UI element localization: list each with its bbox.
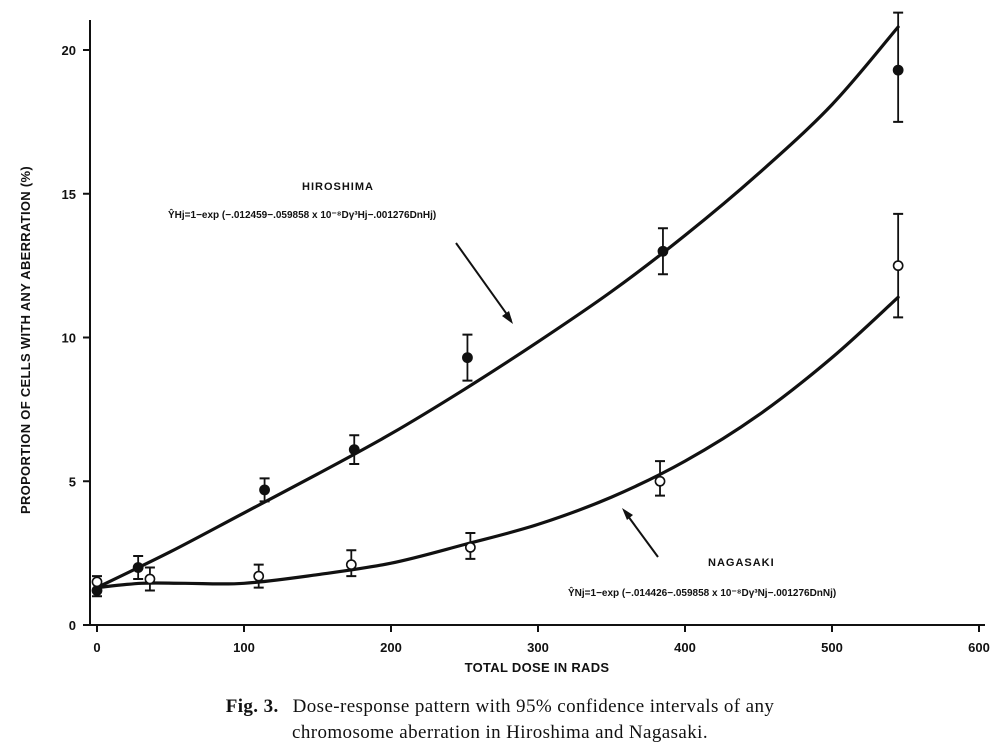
hiroshima-equation: ŶHj=1−exp (−.012459−.059858 x 10⁻⁸Dγ³Hj… [168, 208, 436, 221]
nagasaki-label: NAGASAKI [708, 557, 775, 569]
figure-number: Fig. 3. [225, 696, 279, 717]
y-tick-label: 0 [69, 618, 76, 633]
y-axis-ticks: 0 5 10 15 20 [62, 43, 90, 633]
hiroshima-arrow-head [502, 311, 513, 324]
hiroshima-fit-curve [95, 25, 900, 590]
hiroshima-data-point [348, 444, 360, 456]
hiroshima-label: HIROSHIMA [302, 181, 374, 193]
nagasaki-data-point [144, 573, 156, 585]
hiroshima-data-point [462, 352, 473, 364]
error-bars [92, 11, 904, 598]
hiroshima-data-point [657, 245, 669, 257]
y-tick-label: 5 [69, 474, 76, 489]
x-tick-label: 200 [380, 640, 402, 655]
hiroshima-annotation: HIROSHIMA ŶHj=1−exp (−.012459−.059858 x… [168, 181, 513, 324]
nagasaki-arrow-line [624, 511, 659, 558]
x-tick-label: 100 [233, 640, 255, 655]
x-axis-ticks: 0 100 200 300 400 500 600 [93, 625, 990, 655]
hiroshima-arrow-line [455, 242, 512, 321]
data-points [91, 64, 904, 596]
figure-caption-continued: chromosome aberration in Hiroshima and N… [0, 722, 1000, 744]
nagasaki-data-point [345, 559, 357, 571]
hiroshima-data-point [132, 562, 144, 573]
hiroshima-data-point [91, 585, 103, 596]
hiroshima-data-point [892, 64, 904, 76]
fit-curves [95, 25, 900, 590]
caption-line-1: Dose-response pattern with 95% confidenc… [292, 696, 775, 717]
y-tick-label: 10 [62, 331, 76, 346]
nagasaki-data-point [892, 260, 904, 272]
x-tick-label: 0 [93, 640, 100, 655]
nagasaki-data-point [464, 541, 476, 553]
x-tick-label: 500 [821, 640, 843, 655]
nagasaki-data-point [91, 576, 103, 588]
hiroshima-data-point [259, 484, 270, 496]
x-tick-label: 300 [527, 640, 549, 655]
nagasaki-annotation: NAGASAKI ŶNj=1−exp (−.014426−.059858 x … [568, 508, 836, 599]
nagasaki-arrow-head [622, 508, 633, 520]
nagasaki-fit-curve [95, 295, 900, 590]
x-tick-label: 400 [674, 640, 696, 655]
nagasaki-equation: ŶNj=1−exp (−.014426−.059858 x 10⁻⁸Dγ³Nj… [568, 586, 836, 599]
x-tick-label: 600 [968, 640, 990, 655]
caption-line-2: chromosome aberration in Hiroshima and N… [292, 722, 708, 743]
y-tick-label: 20 [62, 43, 76, 58]
y-axis-label: PROPORTION OF CELLS WITH ANY ABERRATION … [18, 166, 33, 514]
nagasaki-data-point [654, 475, 666, 487]
figure-caption: Fig. 3. Dose-response pattern with 95% co… [0, 696, 1000, 718]
chart-axes [89, 20, 985, 626]
nagasaki-data-point [253, 570, 265, 582]
y-tick-label: 15 [62, 187, 76, 202]
x-axis-label: TOTAL DOSE IN RADS [465, 660, 610, 675]
